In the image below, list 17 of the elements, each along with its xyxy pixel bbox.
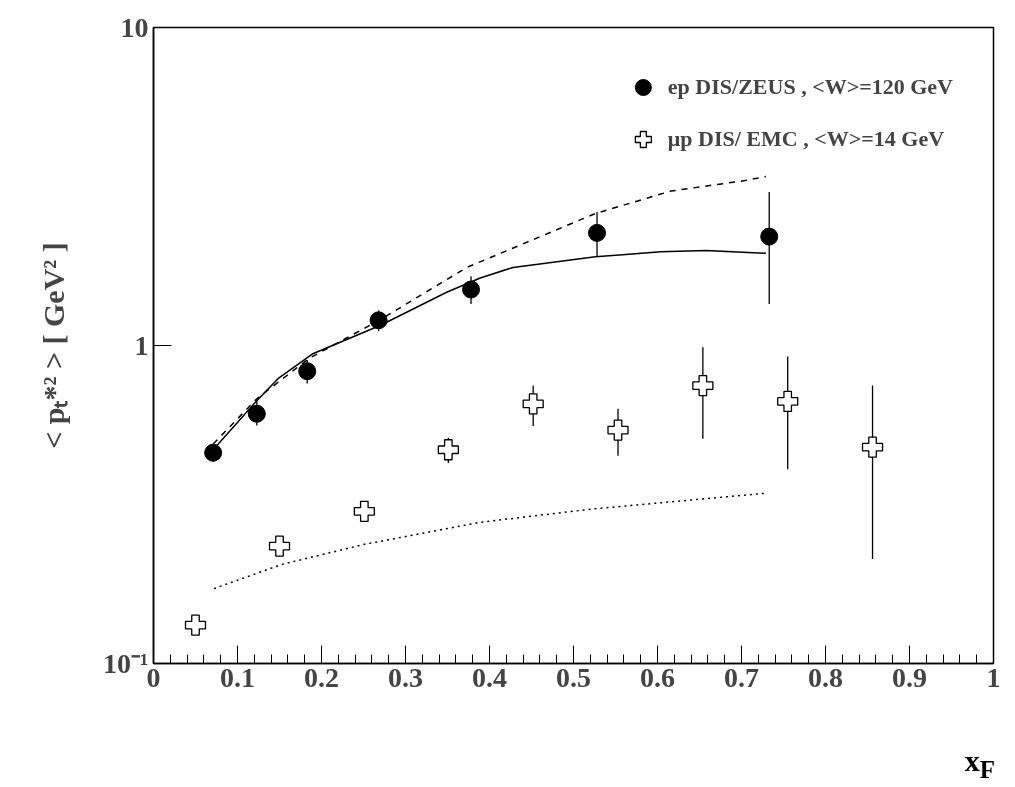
x-tick-label: 0.8 — [808, 661, 843, 693]
legend-label: μp DIS/ EMC , <W>=14 GeV — [667, 126, 945, 152]
x-tick-label: 0.9 — [892, 661, 927, 693]
x-tick-label: 0.2 — [304, 661, 339, 693]
y-axis-title: < pₜ*² > [ GeV² ] — [37, 242, 71, 449]
x-tick-label: 0.3 — [388, 661, 423, 693]
legend-label: ep DIS/ZEUS , <W>=120 GeV — [667, 74, 953, 100]
x-tick-label: 0.4 — [472, 661, 507, 693]
x-axis-title: x$_{F}$ — [964, 743, 995, 785]
y-tick-label: 10 — [120, 12, 149, 43]
y-tick-label: 1 — [134, 330, 149, 361]
x-tick-label: 0.1 — [220, 661, 255, 693]
x-tick-label: 0.6 — [640, 661, 675, 693]
x-tick-label: 0.5 — [556, 661, 591, 693]
x-tick-label: 0 — [146, 661, 161, 693]
x-tick-label: 1 — [986, 661, 1001, 693]
x-tick-label: 0.7 — [724, 661, 759, 693]
